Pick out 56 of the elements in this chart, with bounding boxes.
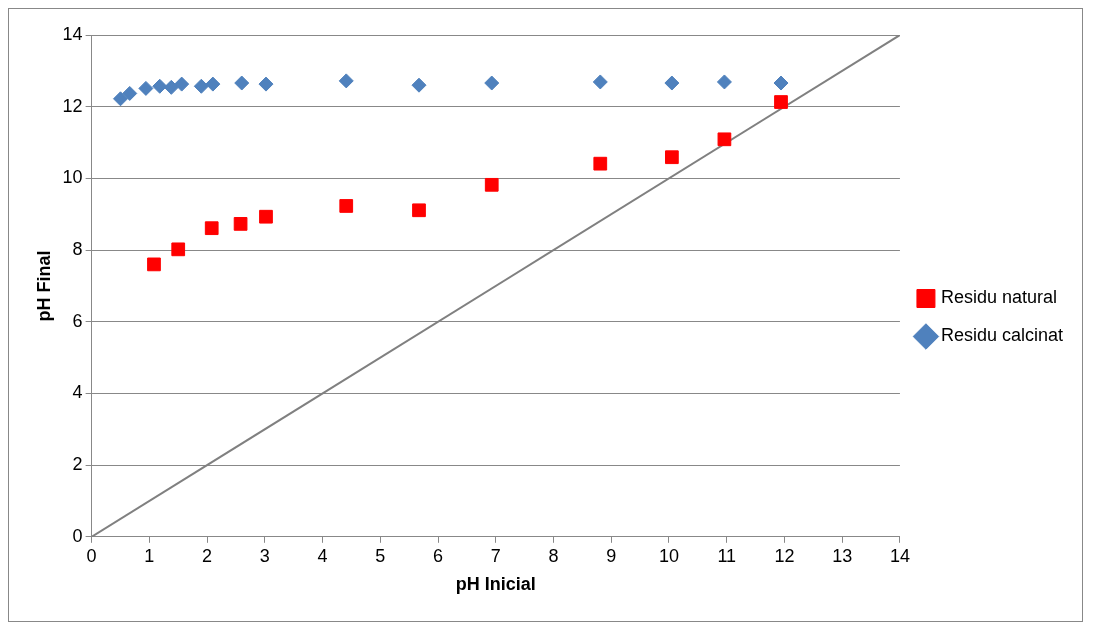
point — [717, 132, 732, 147]
point — [484, 75, 500, 91]
point — [339, 199, 354, 213]
x-tick-label: 6 — [433, 545, 444, 566]
y-tick-label: 8 — [72, 239, 83, 260]
x-tick-label: 13 — [832, 545, 853, 566]
x-tick-label: 14 — [889, 545, 910, 566]
point — [122, 85, 138, 101]
point — [205, 76, 221, 92]
point — [258, 76, 274, 92]
point — [412, 203, 426, 218]
x-tick-label: 1 — [144, 545, 155, 566]
x-tick-label: 2 — [202, 545, 213, 566]
point — [147, 257, 161, 272]
point — [774, 95, 788, 109]
x-tick-label: 9 — [606, 545, 617, 566]
x-tick-label: 0 — [86, 545, 97, 566]
point — [204, 221, 219, 236]
x-tick-label: 7 — [490, 545, 501, 566]
y-tick-label: 0 — [72, 525, 83, 546]
x-axis-title: pH Inicial — [455, 574, 536, 595]
point — [152, 78, 168, 94]
legend-label: Residu calcinat — [940, 325, 1063, 346]
x-tick-label: 3 — [259, 545, 270, 566]
y-tick-label: 2 — [72, 454, 83, 475]
point — [593, 156, 608, 171]
y-axis-title: pH Final — [33, 250, 54, 322]
point — [716, 74, 732, 90]
point — [664, 75, 680, 91]
point — [234, 75, 250, 91]
point — [773, 75, 789, 91]
x-tick-label: 8 — [548, 545, 559, 566]
point — [138, 80, 154, 96]
point — [592, 74, 608, 90]
legend-label: Residu natural — [940, 287, 1058, 308]
x-tick-label: 4 — [317, 545, 328, 566]
point — [411, 77, 427, 93]
point — [174, 76, 190, 92]
point — [233, 217, 248, 231]
point — [112, 91, 128, 107]
point — [338, 73, 354, 89]
x-tick-label: 11 — [717, 545, 737, 566]
x-tick-label: 5 — [375, 545, 386, 566]
point — [665, 150, 679, 165]
point — [171, 242, 186, 257]
point — [193, 78, 209, 94]
x-tick-label: 10 — [658, 545, 680, 566]
point — [259, 209, 273, 224]
y-tick-label: 6 — [72, 310, 83, 331]
point — [484, 177, 499, 192]
y-tick-label: 4 — [72, 382, 83, 403]
y-tick-label: 10 — [62, 167, 83, 188]
y-tick-label: 14 — [62, 23, 83, 44]
point — [163, 79, 179, 95]
y-tick-label: 12 — [62, 95, 83, 116]
x-tick-label: 12 — [774, 545, 795, 566]
